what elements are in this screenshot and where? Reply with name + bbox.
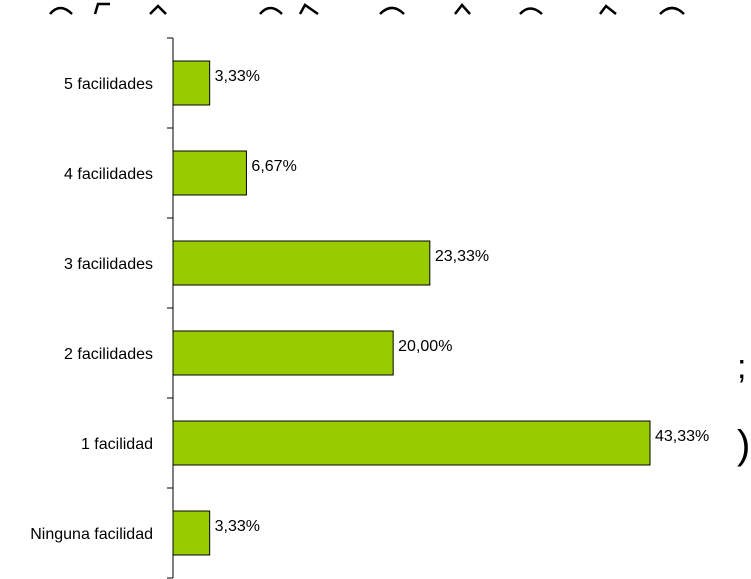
value-label-2: 23,33% xyxy=(435,248,489,265)
bars xyxy=(172,60,651,556)
category-label-2: 3 facilidades xyxy=(64,256,153,273)
category-label-3: 2 facilidades xyxy=(64,346,153,363)
value-label-0: 3,33% xyxy=(215,68,260,85)
overlay-fragment-bottom: ) xyxy=(737,423,750,467)
overlay-fragment-top: ; xyxy=(737,348,746,386)
cut-off-heading xyxy=(40,0,720,16)
category-label-1: 4 facilidades xyxy=(64,166,153,183)
category-label-0: 5 facilidades xyxy=(64,76,153,93)
value-label-3: 20,00% xyxy=(398,338,452,355)
bar-0 xyxy=(172,60,211,106)
value-labels: 3,33% 6,67% 23,33% 20,00% 43,33% 3,33% xyxy=(215,68,710,535)
value-label-5: 3,33% xyxy=(215,518,260,535)
bar-3 xyxy=(172,330,394,376)
category-label-4: 1 facilidad xyxy=(81,436,153,453)
y-axis-ticks xyxy=(167,37,173,579)
bar-5 xyxy=(172,510,211,556)
category-label-5: Ninguna facilidad xyxy=(30,526,153,543)
category-labels: 5 facilidades 4 facilidades 3 facilidades 2… xyxy=(30,76,153,543)
bar-1 xyxy=(172,150,247,196)
bar-4 xyxy=(172,420,651,466)
bar-2 xyxy=(172,240,431,286)
value-label-1: 6,67% xyxy=(251,158,296,175)
value-label-4: 43,33% xyxy=(655,428,709,445)
